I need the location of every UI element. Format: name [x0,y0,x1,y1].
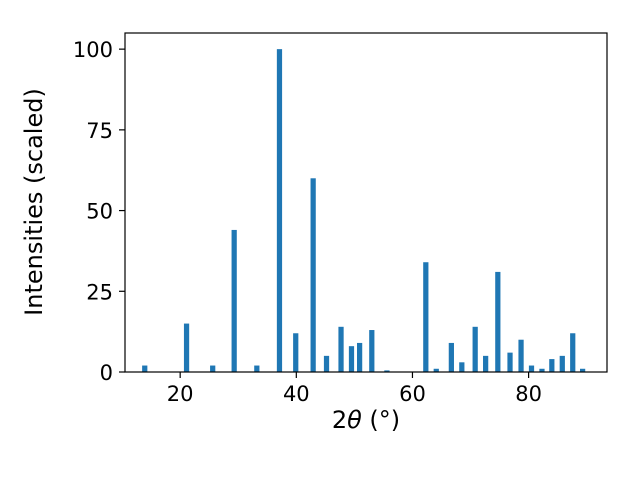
x-tick-label: 60 [399,382,426,406]
bar [448,342,454,372]
bar [495,271,501,372]
bar [528,365,535,372]
y-tick-label: 25 [86,280,113,304]
y-axis-label: Intensities (scaled) [20,88,48,316]
bar [323,355,330,372]
bar [338,326,344,372]
bar [254,365,260,372]
x-axis-label: 2θ (°) [332,406,400,434]
bar [384,370,390,372]
x-axis-label-prefix: 2 [331,406,348,434]
x-tick-label: 40 [283,382,310,406]
bar [293,333,299,372]
bar [507,352,513,372]
x-tick-label: 80 [515,382,542,406]
bar [348,346,355,372]
x-axis-label-suffix: (°) [361,406,401,434]
bar [357,342,363,372]
axes-spines [124,32,608,373]
bar [276,49,283,372]
bar [518,339,524,372]
bar [433,368,439,372]
x-tick-label: 20 [167,382,194,406]
bar [183,323,190,372]
x-axis-label-theta: θ [347,406,362,434]
y-tick-label: 100 [73,38,113,62]
bar [310,178,316,372]
y-tick-label: 0 [100,361,113,385]
bar [423,262,429,372]
bar [210,365,216,372]
bar [483,355,489,372]
bar [459,362,465,372]
bar [559,355,565,372]
bar [472,326,478,372]
bar [369,330,375,372]
bar [231,229,237,372]
y-tick-label: 75 [86,119,113,143]
bar [580,368,586,372]
bar [539,368,545,372]
bar [570,333,576,372]
y-tick-label: 50 [86,200,113,224]
bar [549,359,555,372]
bar [142,365,148,372]
